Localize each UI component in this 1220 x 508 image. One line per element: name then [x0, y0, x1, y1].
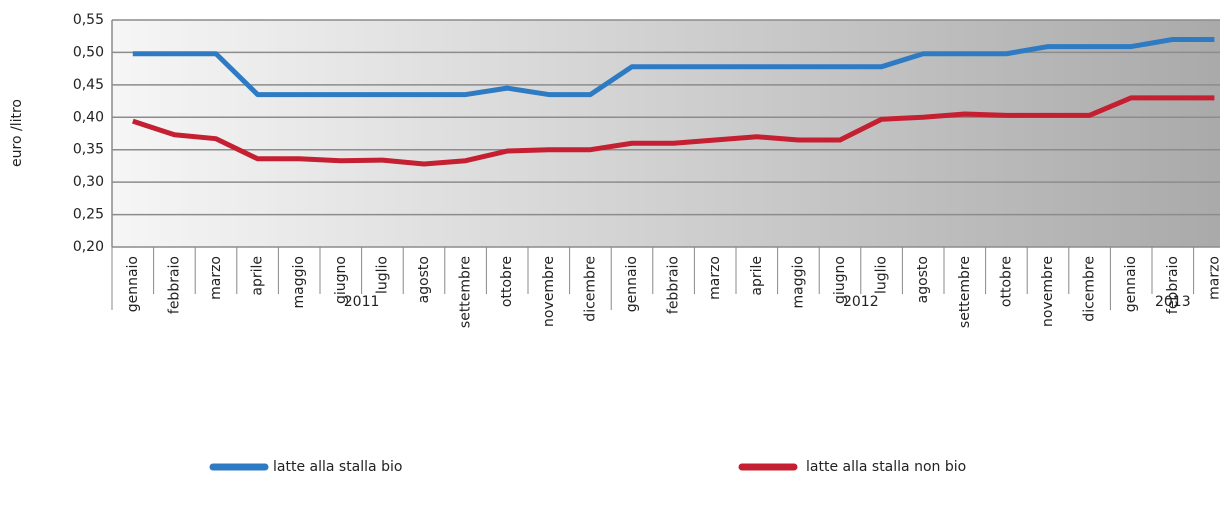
x-tick-label: aprile [749, 256, 765, 296]
y-tick-label: 0,55 [73, 12, 104, 28]
y-tick-label: 0,40 [73, 109, 104, 125]
legend-label: latte alla stalla non bio [806, 459, 966, 475]
x-tick-label: maggio [790, 256, 806, 308]
y-tick-label: 0,35 [73, 142, 104, 158]
x-tick-label: marzo [1206, 256, 1220, 300]
y-tick-label: 0,25 [73, 207, 104, 223]
x-tick-label: agosto [915, 256, 931, 303]
x-tick-label: luglio [374, 256, 390, 294]
x-tick-label: febbraio [1165, 256, 1181, 314]
x-tick-label: novembre [541, 256, 557, 327]
x-tick-label: maggio [291, 256, 307, 308]
series-line [132, 36, 1215, 98]
x-tick-label: settembre [957, 256, 973, 328]
x-tick-label: ottobre [998, 256, 1014, 307]
year-label: 2013 [1155, 294, 1191, 310]
x-tick-label: luglio [874, 256, 890, 294]
x-tick-label: dicembre [1082, 256, 1098, 322]
x-tick-label: marzo [208, 256, 224, 300]
legend-label: latte alla stalla bio [273, 459, 402, 475]
series-line [132, 95, 1215, 167]
y-tick-label: 0,50 [73, 44, 104, 60]
plot-area [112, 20, 1220, 247]
x-tick-label: febbraio [166, 256, 182, 314]
y-tick-label: 0,30 [73, 174, 104, 190]
x-tick-label: dicembre [582, 256, 598, 322]
x-tick-label: marzo [707, 256, 723, 300]
x-tick-label: giugno [832, 256, 848, 304]
year-label: 2012 [843, 294, 879, 310]
x-tick-label: gennaio [1123, 256, 1139, 312]
y-tick-label: 0,45 [73, 77, 104, 93]
x-tick-label: ottobre [499, 256, 515, 307]
x-tick-label: aprile [250, 256, 266, 296]
x-tick-label: novembre [1040, 256, 1056, 327]
y-axis-label: euro /litro [9, 99, 25, 167]
x-tick-label: febbraio [666, 256, 682, 314]
y-tick-label: 0,20 [73, 239, 104, 255]
x-tick-label: agosto [416, 256, 432, 303]
x-tick-label: settembre [458, 256, 474, 328]
year-label: 2011 [344, 294, 380, 310]
x-tick-label: gennaio [125, 256, 141, 312]
x-tick-label: giugno [333, 256, 349, 304]
x-tick-label: gennaio [624, 256, 640, 312]
